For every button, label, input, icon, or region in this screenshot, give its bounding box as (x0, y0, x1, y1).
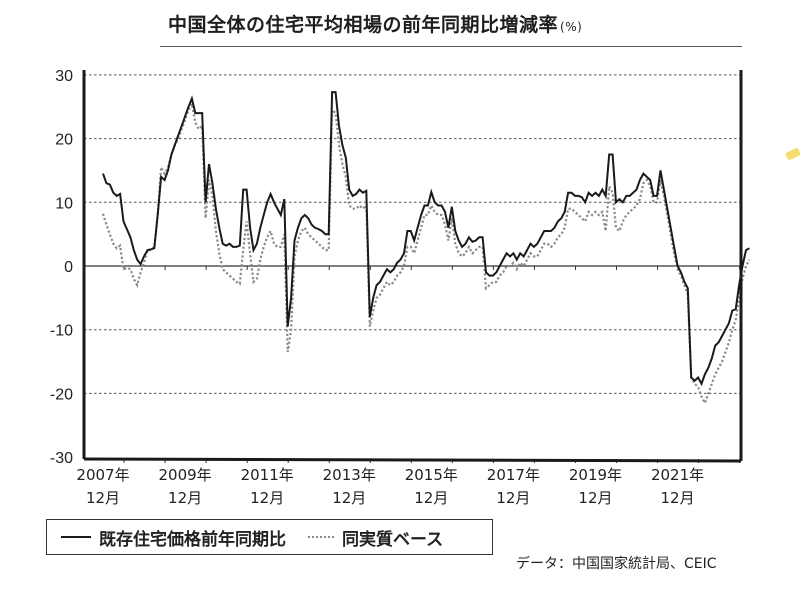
data-source-note: データ：中国国家統計局、CEIC (516, 556, 717, 572)
chart-title-unit: (%) (560, 20, 583, 34)
x-tick-label: 12月 (332, 489, 366, 507)
y-tick-label: -10 (50, 323, 73, 340)
x-tick-label: 2021年 (651, 466, 704, 484)
y-tick-label: -20 (50, 386, 73, 403)
x-axis-tick-labels: 2007年 12月 2009年 12月 2011年 12月 2013年 12月 2015年 12月… (76, 466, 704, 507)
chart-title-text: 中国全体の住宅平均相場の前年同期比増減率 (168, 14, 559, 36)
x-tick-label: 2013年 (323, 466, 376, 484)
y-tick-label: -30 (50, 450, 73, 467)
x-tick-label: 2011年 (241, 466, 294, 484)
x-tick-label: 2007年 (76, 466, 129, 484)
x-tick-label: 12月 (250, 489, 284, 507)
x-tick-label: 12月 (86, 489, 120, 507)
legend-label-series2: 同実質ベース (342, 529, 444, 550)
x-tick-label: 2017年 (487, 466, 540, 484)
x-tick-label: 2019年 (569, 466, 622, 484)
x-tick-label: 2015年 (405, 466, 458, 484)
y-tick-label: 10 (55, 195, 73, 212)
series-existing-housing-price-line (102, 91, 750, 387)
legend-dotted-line-icon (308, 536, 334, 538)
legend-solid-line-icon (61, 536, 91, 538)
chart-title: 中国全体の住宅平均相場の前年同期比増減率 (%) (168, 10, 582, 37)
y-tick-label: 20 (55, 132, 73, 149)
x-axis-line (83, 457, 742, 463)
legend: 既存住宅価格前年同期比 同実質ベース (46, 519, 493, 555)
y-tick-label: 30 (55, 68, 73, 85)
x-tick-label: 12月 (661, 489, 695, 507)
series-real-basis-line (101, 100, 751, 406)
grid-lines (84, 74, 741, 463)
title-underline (160, 46, 742, 47)
x-tick-label: 12月 (168, 489, 202, 507)
x-tick-label: 12月 (414, 489, 448, 507)
x-tick-label: 12月 (578, 489, 612, 507)
legend-label-series1: 既存住宅価格前年同期比 (99, 529, 286, 550)
y-tick-label: 0 (64, 259, 73, 276)
x-tick-label: 2009年 (158, 466, 211, 484)
y-axis-tick-labels: -30 -20 -10 0 10 20 30 (50, 68, 73, 467)
x-tick-label: 12月 (496, 489, 530, 507)
